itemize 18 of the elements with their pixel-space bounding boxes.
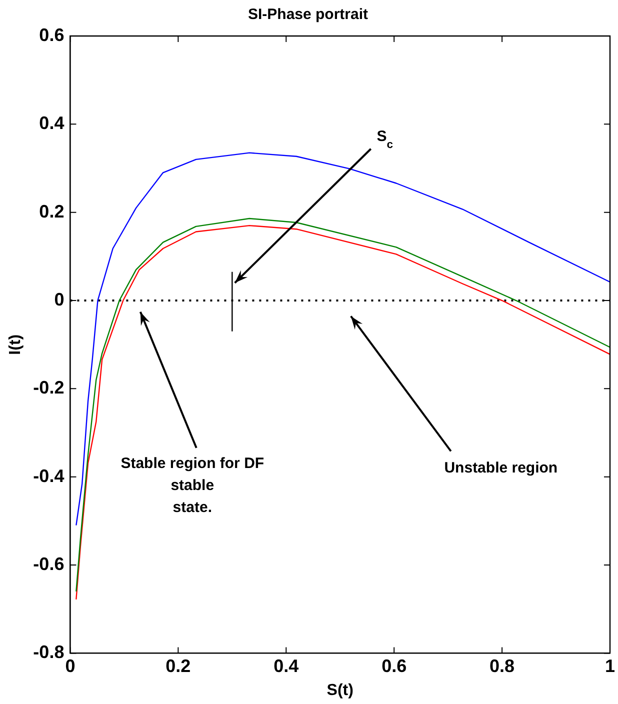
annotation: Unstable region: [444, 459, 558, 476]
y-tick-label: -0.8: [33, 642, 64, 662]
x-tick-label: 0.4: [274, 656, 299, 676]
x-tick-label: 1: [604, 656, 615, 676]
y-tick-label: 0: [54, 289, 64, 310]
y-tick-label: -0.6: [33, 554, 64, 574]
x-tick-label: 0.2: [166, 656, 191, 676]
y-tick-label: 0.4: [39, 113, 64, 134]
y-axis-title: I(t): [7, 334, 24, 355]
y-tick-label: 0.6: [39, 24, 64, 45]
y-tick-label: -0.2: [33, 378, 64, 398]
annotation: Stable region for DF stable state.: [120, 455, 264, 516]
x-tick-label: 0.6: [382, 656, 407, 676]
chart-title: SI-Phase portrait: [248, 6, 368, 24]
x-tick-label: 0.8: [490, 656, 515, 676]
y-tick-label: -0.4: [33, 466, 64, 486]
y-tick-label: 0.2: [39, 201, 64, 222]
x-axis-title: S(t): [326, 682, 354, 699]
